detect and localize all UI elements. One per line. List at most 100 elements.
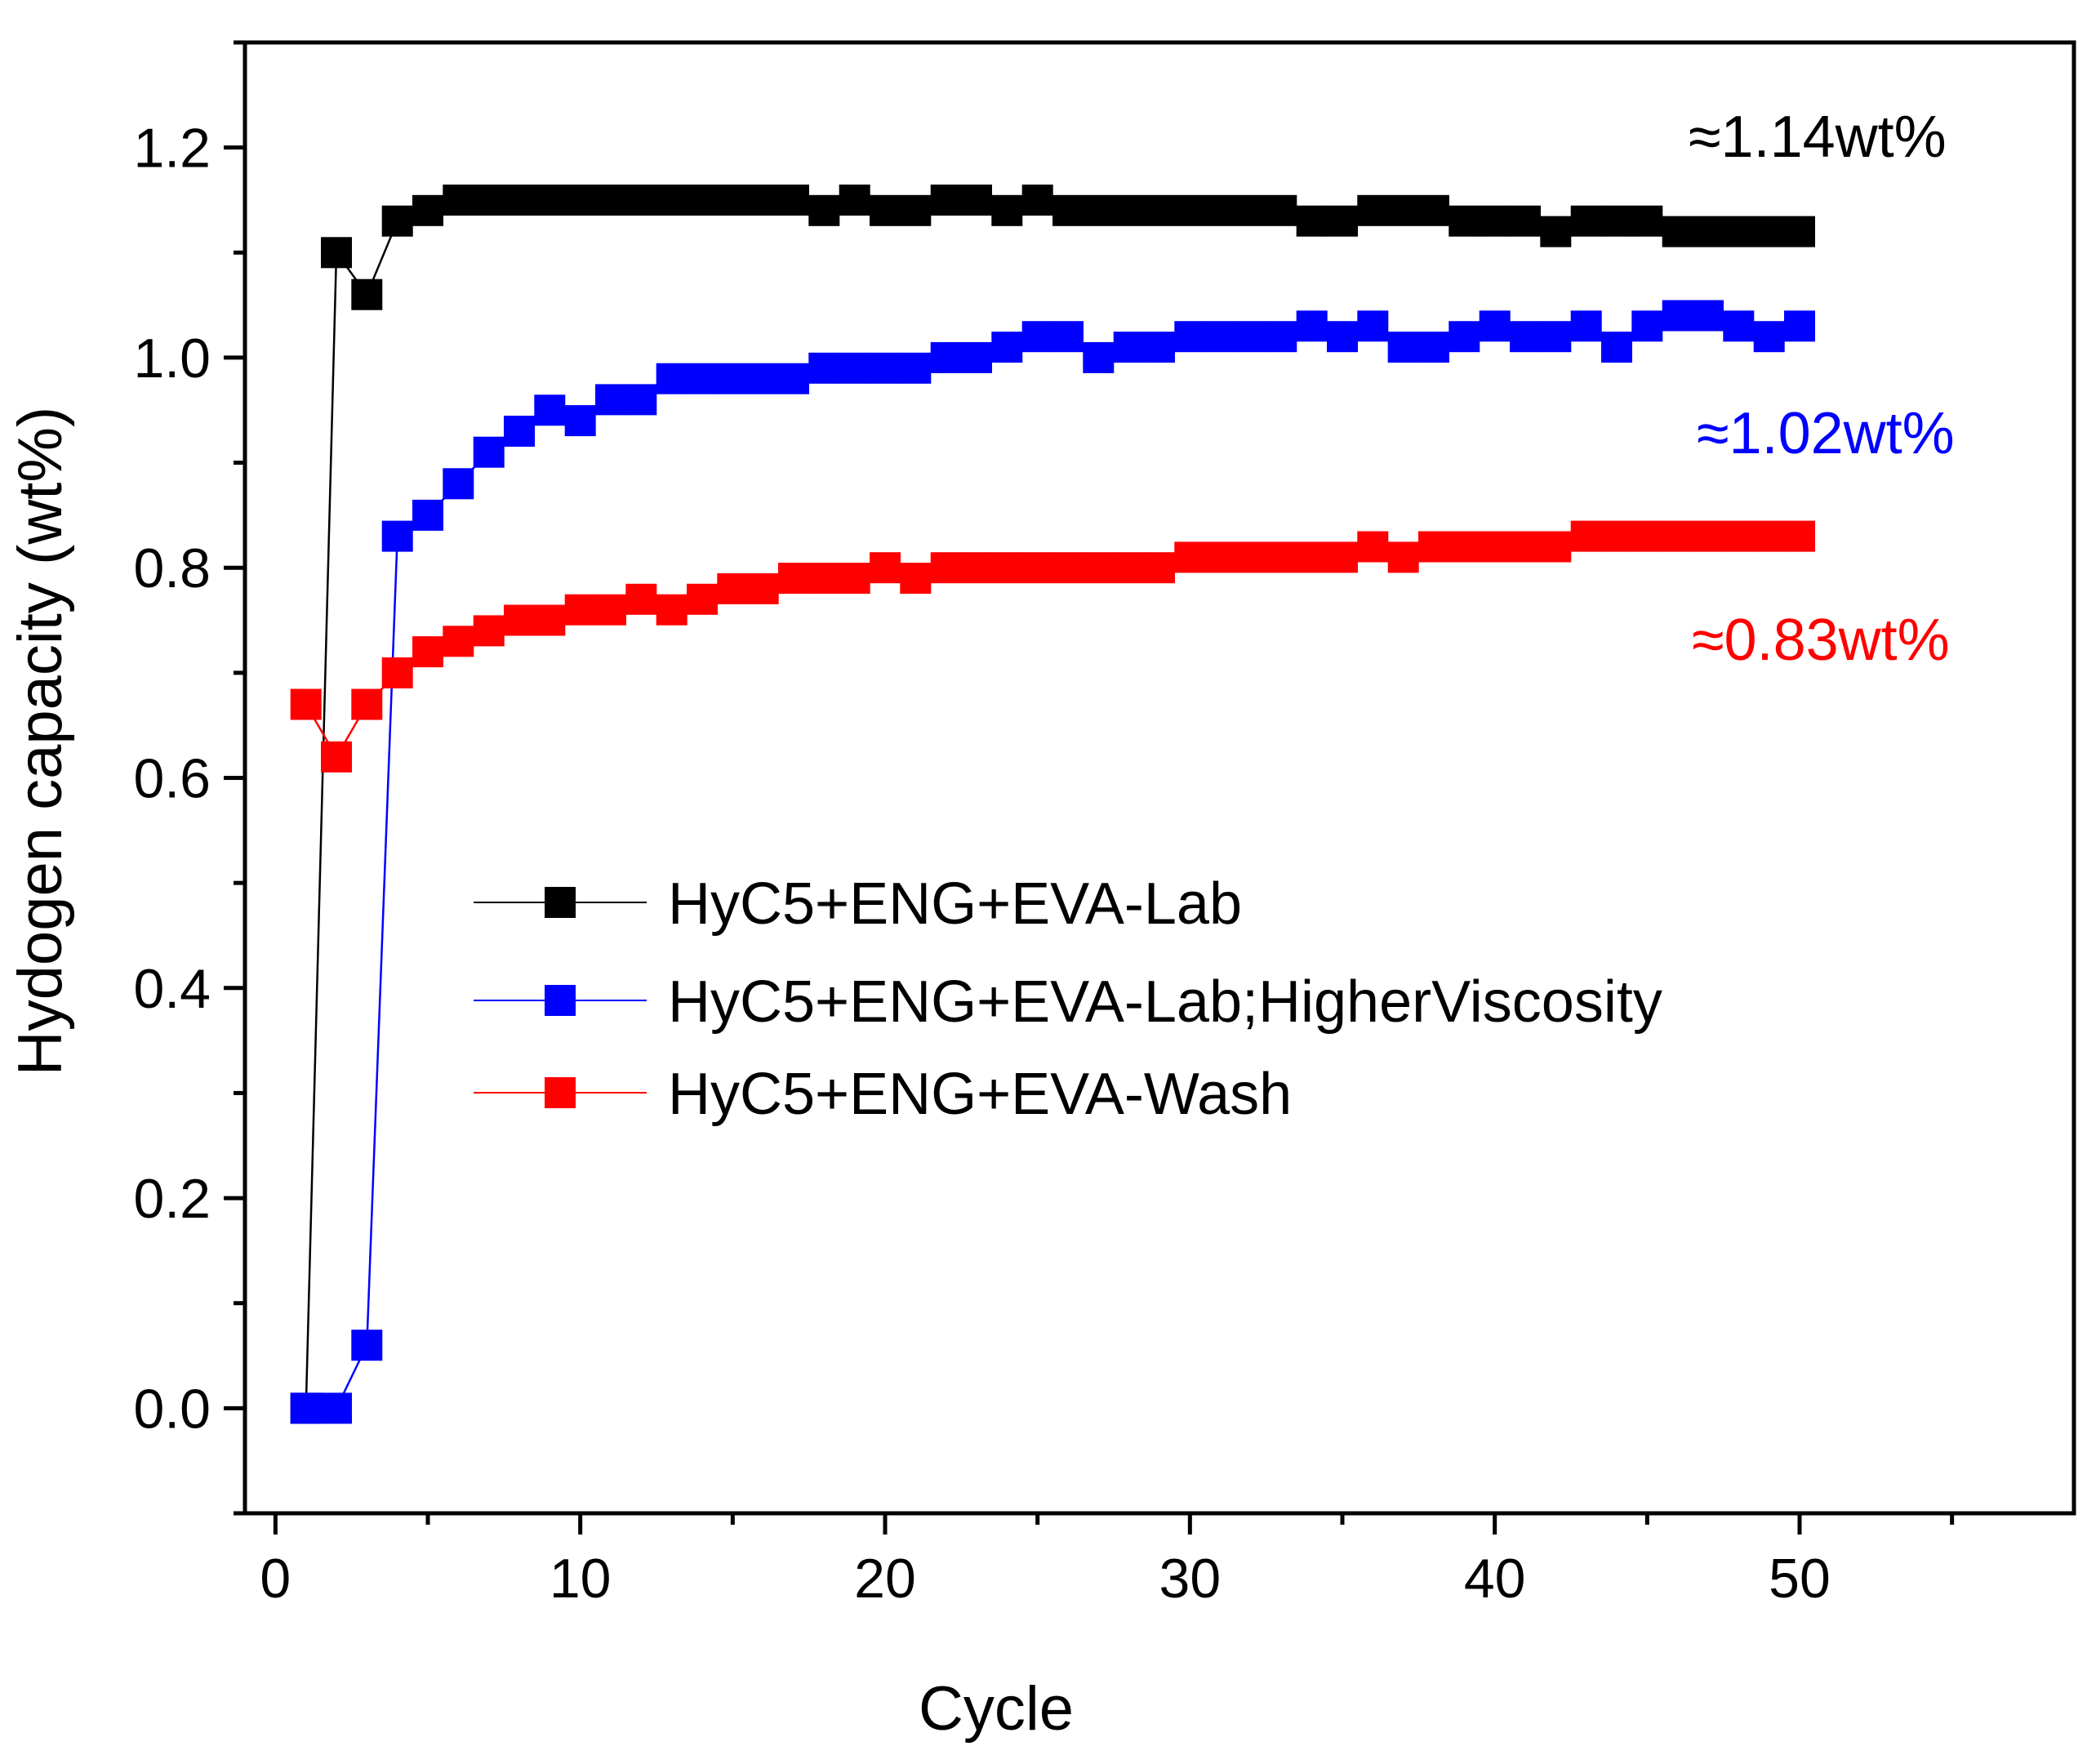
data-point xyxy=(1113,552,1145,584)
data-point xyxy=(687,583,718,615)
annotation-black-capacity: ≈1.14wt% xyxy=(1689,105,1947,170)
y-tick-label: 0.4 xyxy=(133,958,211,1020)
series-line xyxy=(305,314,1800,1410)
data-point xyxy=(961,341,992,373)
data-point xyxy=(1113,332,1145,363)
legend-marker-higher-viscosity xyxy=(545,985,576,1016)
data-point xyxy=(747,363,779,394)
data-point xyxy=(1631,520,1663,552)
data-point xyxy=(1479,531,1511,563)
plot-frame xyxy=(243,40,2076,1516)
data-point xyxy=(1479,310,1511,342)
data-point xyxy=(1387,194,1419,226)
data-point xyxy=(534,394,566,426)
data-point xyxy=(443,185,474,216)
data-point xyxy=(870,552,901,584)
data-point xyxy=(473,185,505,216)
data-point xyxy=(290,1392,322,1424)
data-point xyxy=(1296,205,1328,237)
data-point xyxy=(1052,321,1084,353)
data-point xyxy=(991,332,1023,363)
data-point xyxy=(1204,194,1236,226)
data-point xyxy=(625,583,657,615)
data-point xyxy=(1357,310,1389,342)
y-tick-label: 0.0 xyxy=(133,1378,211,1440)
data-point xyxy=(687,363,718,394)
data-point xyxy=(564,594,596,626)
data-point xyxy=(1449,321,1480,353)
x-tick-label: 0 xyxy=(260,1548,291,1610)
data-point xyxy=(1449,531,1480,563)
legend-marker-wash xyxy=(545,1077,576,1108)
data-point xyxy=(991,552,1023,584)
series-layer xyxy=(290,185,1815,1424)
data-point xyxy=(1753,520,1785,552)
data-point xyxy=(1540,216,1572,247)
data-point xyxy=(412,194,443,226)
data-point xyxy=(1418,531,1449,563)
legend: HyC5+ENG+EVA-Lab HyC5+ENG+EVA-Lab;Higher… xyxy=(474,871,1662,1127)
data-point xyxy=(1601,332,1632,363)
data-point xyxy=(595,594,626,626)
legend-label-lab: HyC5+ENG+EVA-Lab xyxy=(668,871,1242,937)
data-point xyxy=(900,563,932,595)
data-point xyxy=(1693,300,1724,332)
data-point xyxy=(1357,194,1389,226)
y-axis-label: Hydogen capacity (wt%) xyxy=(6,407,75,1076)
data-point xyxy=(1723,520,1755,552)
data-point xyxy=(351,278,383,310)
data-point xyxy=(1204,321,1236,353)
x-axis: 0 10 20 30 40 50 xyxy=(260,1513,1831,1610)
data-point xyxy=(1327,541,1358,573)
data-point xyxy=(778,563,809,595)
data-point xyxy=(900,194,932,226)
data-point xyxy=(412,636,443,668)
data-point xyxy=(1052,194,1084,226)
data-point xyxy=(1662,216,1693,247)
data-point xyxy=(656,185,688,216)
data-point xyxy=(1693,216,1724,247)
data-point xyxy=(595,384,626,416)
data-point xyxy=(625,384,657,416)
data-point xyxy=(961,185,992,216)
data-point xyxy=(1631,205,1663,237)
data-point xyxy=(1235,541,1266,573)
data-point xyxy=(1174,321,1206,353)
data-point xyxy=(1540,321,1572,353)
data-point xyxy=(1266,541,1297,573)
data-point xyxy=(381,657,413,688)
data-point xyxy=(1083,341,1115,373)
legend-item-lab: HyC5+ENG+EVA-Lab xyxy=(474,871,1242,937)
data-point xyxy=(747,572,779,604)
data-point xyxy=(1174,541,1206,573)
data-point xyxy=(747,185,779,216)
data-point xyxy=(1083,194,1115,226)
y-tick-label: 1.0 xyxy=(133,327,211,390)
data-point xyxy=(930,185,962,216)
data-point xyxy=(1204,541,1236,573)
data-point xyxy=(1235,321,1266,353)
data-point xyxy=(1601,520,1632,552)
x-tick-label: 40 xyxy=(1464,1548,1526,1610)
data-point xyxy=(1449,205,1480,237)
data-point xyxy=(1631,310,1663,342)
data-point xyxy=(1723,310,1755,342)
data-point xyxy=(1601,205,1632,237)
data-point xyxy=(930,341,962,373)
data-point xyxy=(1753,216,1785,247)
data-point xyxy=(1327,321,1358,353)
series-3 xyxy=(290,520,1815,773)
data-point xyxy=(778,363,809,394)
data-point xyxy=(1510,205,1541,237)
legend-label-higher-viscosity: HyC5+ENG+EVA-Lab;HigherViscosity xyxy=(668,969,1662,1035)
y-tick-label: 0.2 xyxy=(133,1168,211,1230)
data-point xyxy=(534,604,566,636)
data-point xyxy=(1540,531,1572,563)
data-point xyxy=(321,1392,352,1424)
data-point xyxy=(839,563,870,595)
x-tick-label: 10 xyxy=(550,1548,612,1610)
data-point xyxy=(1052,552,1084,584)
data-point xyxy=(717,572,749,604)
data-point xyxy=(351,688,383,720)
data-point xyxy=(1021,321,1053,353)
